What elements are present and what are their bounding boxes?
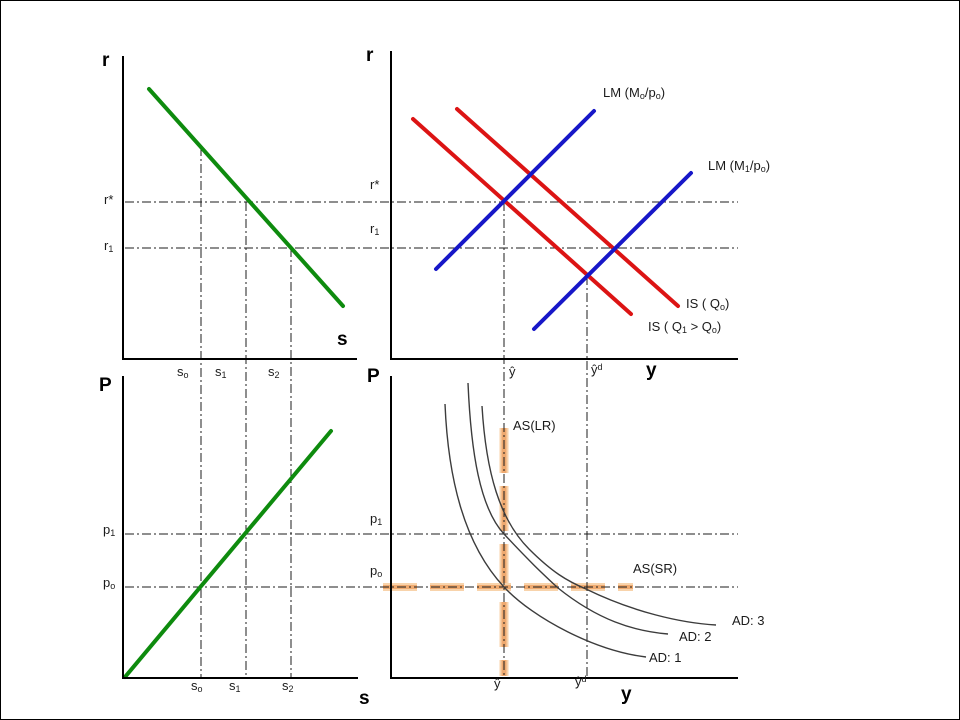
tr-tick-r-star: r*: [370, 177, 380, 192]
as-sr-label: AS(SR): [633, 561, 678, 576]
is-q0-label: IS ( Qo): [686, 296, 730, 312]
tl-tick-s0: so: [177, 364, 189, 380]
tr-y-axis-label: r: [366, 45, 374, 66]
lm-m0-label: LM (Mo/po): [603, 85, 666, 101]
bl-x-axis-label: s: [359, 688, 370, 709]
lm-m0-line: [434, 109, 596, 271]
br-tick-yhat-d: ŷd: [575, 674, 587, 689]
is-q0-line: [411, 117, 633, 316]
br-tick-yhat: ŷ: [494, 676, 501, 691]
as-lr-label: AS(LR): [513, 418, 556, 433]
top-left-axes: [122, 56, 357, 360]
bottom-right-axes: [390, 376, 738, 679]
ad3-label: AD: 3: [732, 613, 765, 628]
ad2-label: AD: 2: [679, 629, 712, 644]
br-y-axis-label: P: [367, 366, 380, 387]
bl-y-axis-label: P: [99, 375, 112, 396]
savings-demand-line: [147, 87, 345, 308]
br-x-axis-label: y: [621, 684, 632, 705]
br-tick-p1: p1: [370, 511, 383, 527]
tl-tick-r-star: r*: [104, 192, 114, 207]
bl-tick-p1: p1: [103, 522, 116, 538]
tl-tick-s2: s2: [268, 364, 280, 380]
br-tick-p0: po: [370, 563, 383, 579]
ad2-curve: [467, 382, 669, 635]
bl-tick-s2: s2: [282, 678, 294, 694]
is-q1-line: [455, 107, 680, 308]
lm-m1-label: LM (M1/po): [708, 158, 771, 174]
tr-tick-yhat-d: ŷd: [591, 362, 603, 377]
tr-tick-yhat: ŷ: [509, 364, 516, 379]
bl-tick-p0: po: [103, 575, 116, 591]
ad1-label: AD: 1: [649, 650, 682, 665]
top-right-axes: [390, 51, 738, 360]
bl-tick-s1: s1: [229, 678, 241, 694]
ad3-curve: [481, 405, 717, 626]
tr-tick-r1: r1: [370, 221, 380, 237]
tl-x-axis-label: s: [337, 329, 348, 350]
bottom-left-axes: [122, 376, 358, 679]
bl-tick-s0: so: [191, 678, 203, 694]
lm-m1-line: [532, 171, 693, 331]
price-savings-line: [123, 429, 333, 679]
tr-x-axis-label: y: [646, 360, 657, 381]
tl-tick-r1: r1: [104, 238, 114, 254]
ad1-curve: [444, 403, 647, 658]
tl-y-axis-label: r: [102, 50, 110, 71]
is-q1-label: IS ( Q1 > Qo): [648, 319, 722, 335]
tl-tick-s1: s1: [215, 364, 227, 380]
